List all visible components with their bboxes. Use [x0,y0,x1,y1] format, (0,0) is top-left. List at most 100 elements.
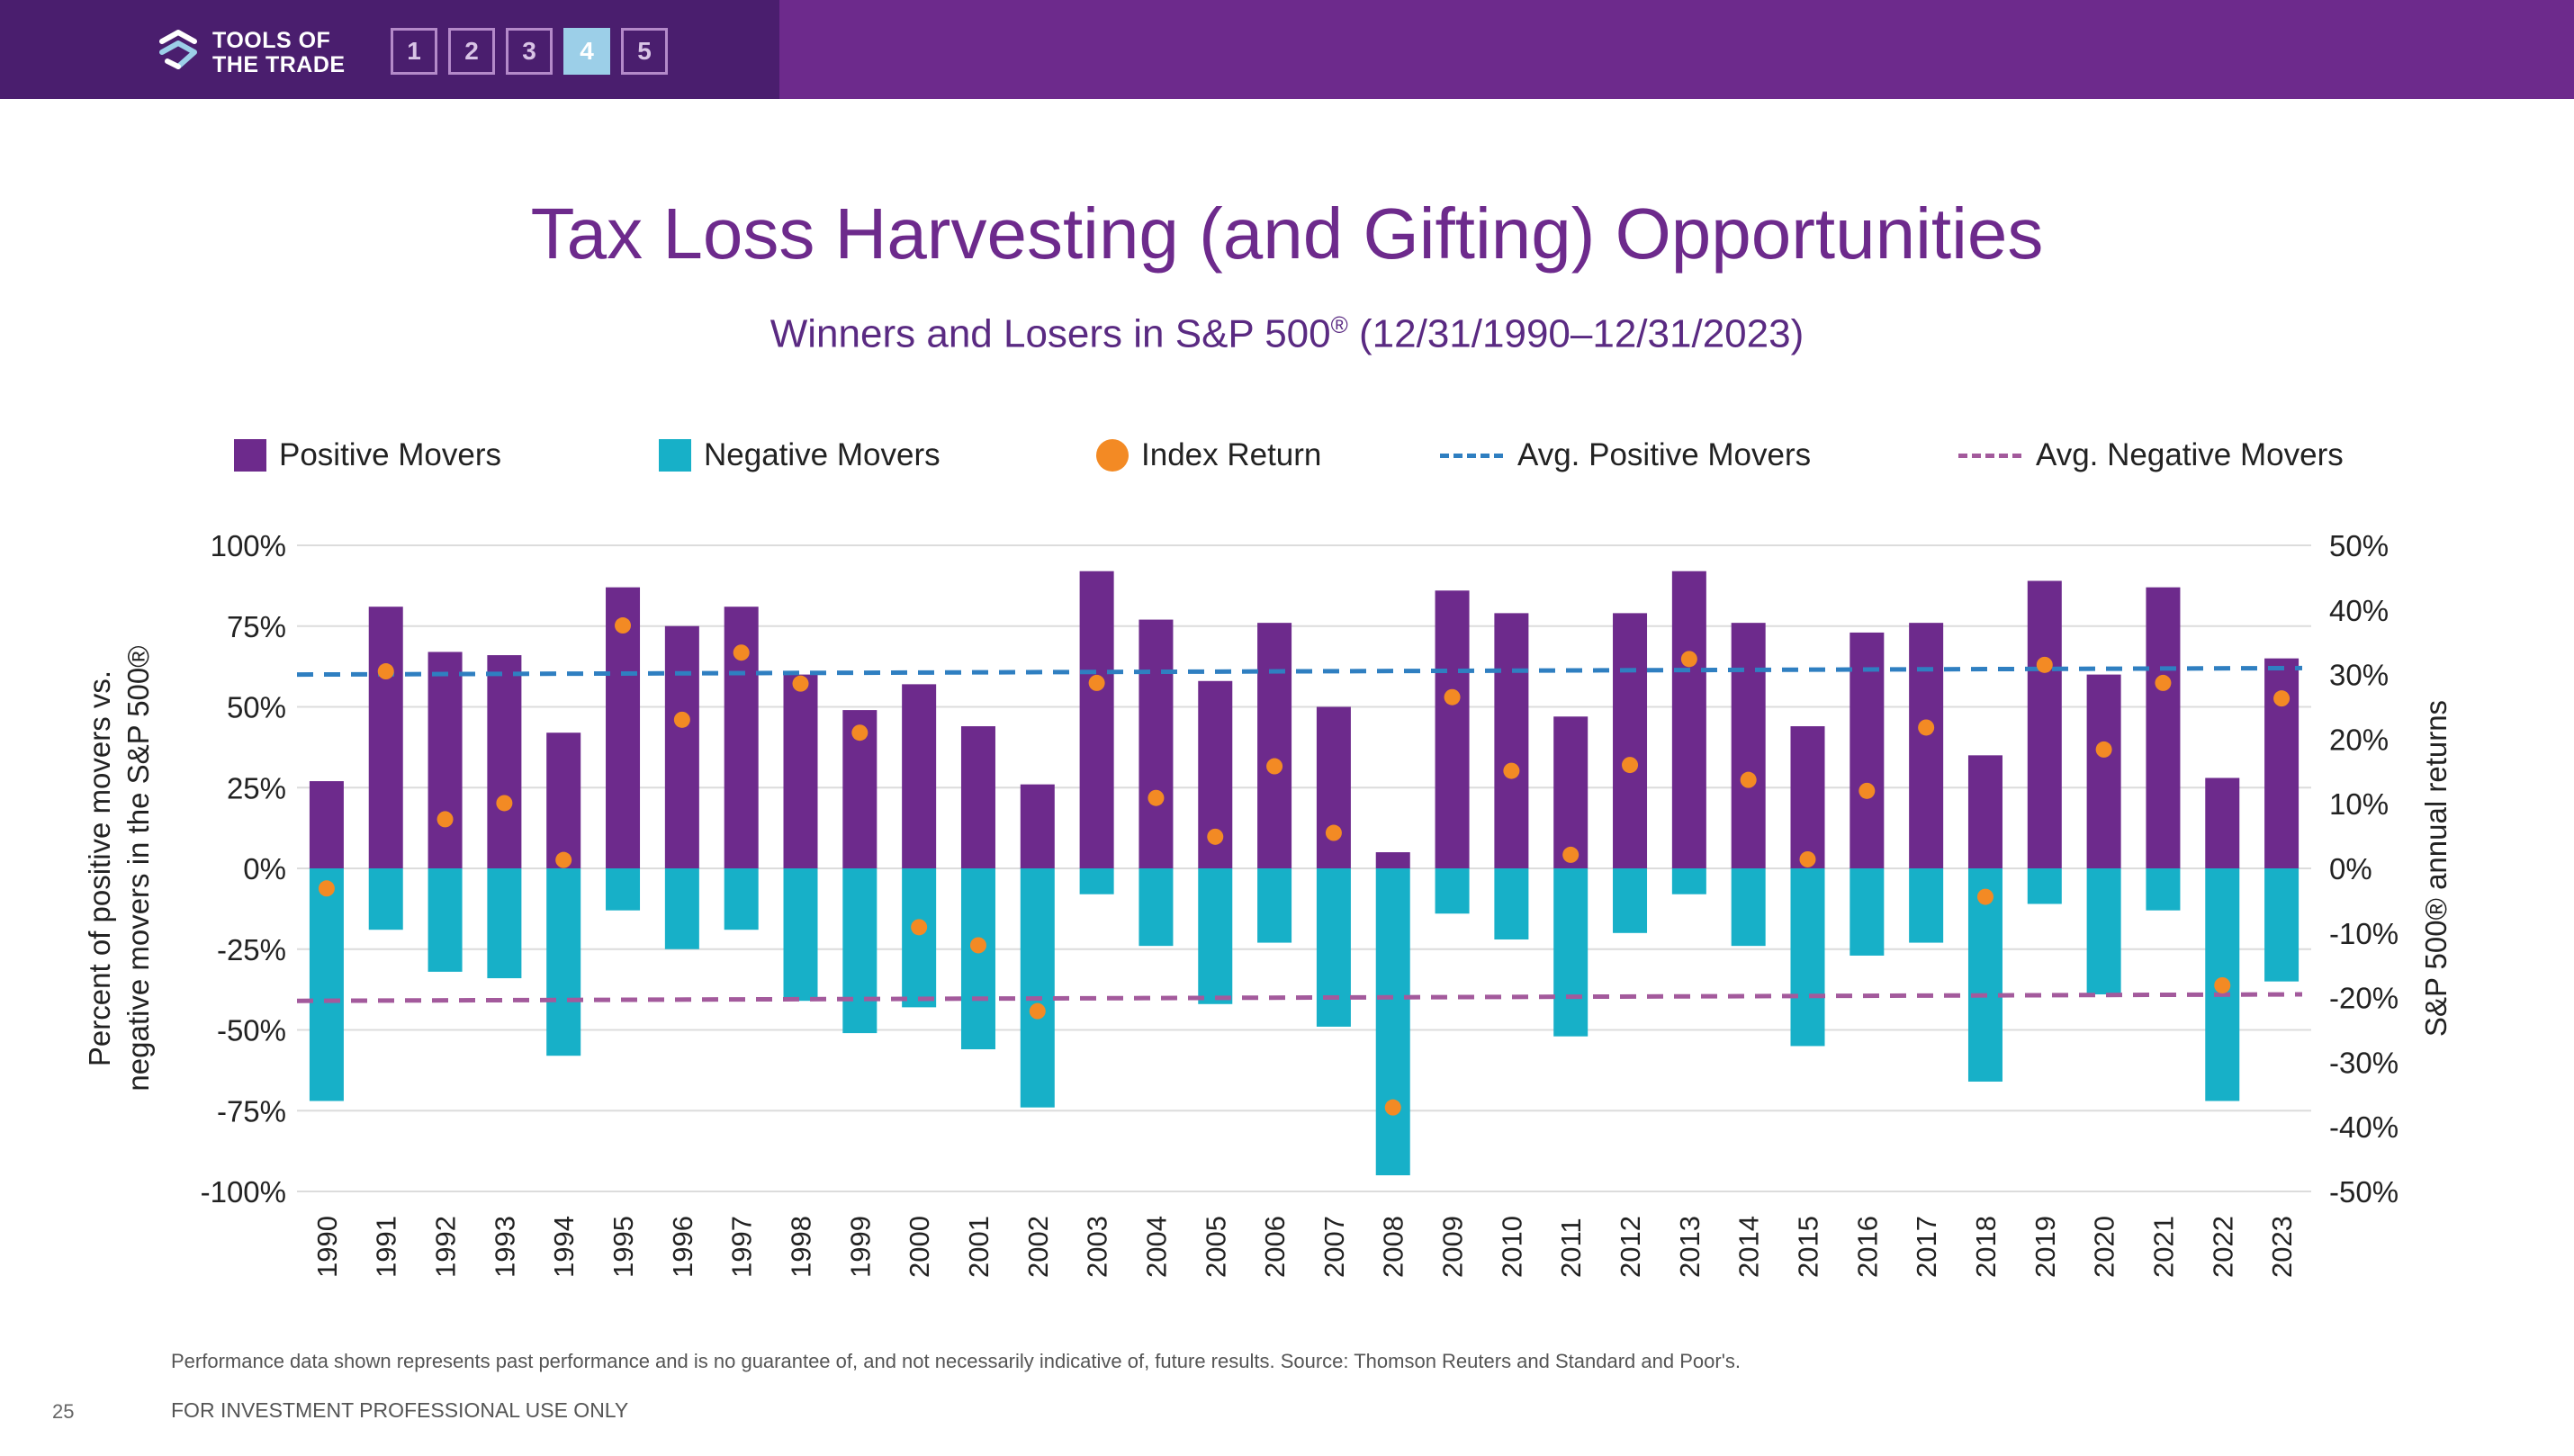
bar-negative [1731,868,1766,947]
index-return-point [2095,741,2112,758]
logo-text: TOOLS OF THE TRADE [212,29,346,77]
bar-positive [2027,580,2062,868]
index-return-point [615,617,632,634]
legend-avg-negative-label: Avg. Negative Movers [2036,437,2344,472]
bar-positive [1257,623,1292,868]
y-tick-label: -100% [201,1175,286,1209]
x-tick-label: 1992 [430,1216,462,1278]
nav-item-1[interactable]: 1 [391,28,437,75]
bar-positive [1079,571,1114,868]
legend-negative-movers: Negative Movers [659,437,940,473]
x-tick-label: 2005 [1200,1216,1231,1278]
x-tick-label: 2004 [1140,1216,1172,1278]
legend-avg-negative: Avg. Negative Movers [1958,437,2344,473]
y-tick-label: -50% [217,1014,286,1047]
bar-positive [1790,726,1825,868]
y2-tick-label: 10% [2329,787,2389,821]
index-return-point [496,795,513,812]
index-return-point [318,880,335,897]
bar-positive [428,652,463,868]
bar-positive [1316,706,1351,868]
bar-negative [1553,868,1588,1037]
legend-avg-positive-label: Avg. Positive Movers [1517,437,1812,472]
subtitle-date-range: (12/31/1990–12/31/2023) [1347,311,1804,356]
bar-negative [1494,868,1529,939]
x-tick-label: 2023 [2266,1216,2298,1278]
x-tick-label: 2022 [2207,1216,2238,1278]
avg-positive-line [296,665,2303,678]
y-tick-label: -75% [217,1094,286,1128]
x-tick-label: 1994 [548,1216,580,1278]
index-return-point [911,919,928,936]
x-tick-label: 1999 [844,1216,876,1278]
x-tick-label: 2000 [904,1216,935,1278]
x-tick-label: 2014 [1733,1216,1765,1278]
bar-negative [1850,868,1885,956]
avg-positive-dash [1440,453,1503,458]
y-tick-label: -25% [217,933,286,966]
bar-positive [1375,852,1410,868]
x-tick-label: 2003 [1082,1216,1113,1278]
bar-positive [1020,784,1055,868]
nav-item-5[interactable]: 5 [621,28,668,75]
y2-tick-label: -30% [2329,1046,2398,1079]
bar-positive [902,684,937,868]
x-tick-label: 1995 [608,1216,639,1278]
bar-negative [606,868,641,911]
index-return-point [2273,690,2290,707]
index-dot-swatch [1096,439,1129,472]
index-return-point [1918,719,1935,736]
nav-item-4[interactable]: 4 [563,28,610,75]
x-tick-label: 2013 [1674,1216,1706,1278]
bar-positive [1553,716,1588,868]
registered-mark: ® [1330,311,1348,338]
x-tick-label: 2009 [1437,1216,1469,1278]
index-return-point [2036,656,2053,673]
y2-tick-label: 20% [2329,723,2389,756]
footer-disclaimer: FOR INVESTMENT PROFESSIONAL USE ONLY [171,1398,629,1422]
bar-positive [2205,777,2240,868]
bar-negative [1375,868,1410,1176]
bar-positive [487,655,522,868]
y2-tick-label: 0% [2329,852,2372,885]
nav-item-3[interactable]: 3 [506,28,553,75]
bar-negative [724,868,759,930]
bar-positive [960,726,995,868]
bar-negative [368,868,403,930]
avg-negative-dash [1958,453,2021,458]
x-tick-label: 1998 [786,1216,817,1278]
x-tick-label: 2012 [1615,1216,1646,1278]
subtitle-text: Winners and Losers in S&P 500 [770,311,1331,356]
bar-negative [1138,868,1174,947]
bar-positive [2146,587,2181,868]
bar-negative [1198,868,1233,1004]
x-tick-label: 1991 [371,1216,402,1278]
bar-positive [606,587,641,868]
index-return-point [1680,651,1697,668]
x-tick-label: 2010 [1496,1216,1527,1278]
brand-bar: TOOLS OF THE TRADE 1 2 3 4 5 [0,0,779,99]
page-number: 25 [52,1400,75,1423]
x-tick-label: 2021 [2147,1216,2179,1278]
bar-negative [960,868,995,1050]
bar-positive [1967,755,2002,868]
bar-positive [1138,619,1174,868]
bar-negative [546,868,581,1056]
index-return-point [1444,688,1461,706]
x-tick-label: 2020 [2089,1216,2120,1278]
bar-negative [842,868,878,1034]
y2-tick-label: 40% [2329,594,2389,627]
x-tick-label: 2017 [1911,1216,1942,1278]
index-return-point [1088,674,1105,691]
bar-positive [1731,623,1766,868]
index-return-point [673,711,690,728]
movers-chart: 100% 75% 50% 25% 0% -25% -50% -75% -100% 50% 40% 30… [83,529,2452,1278]
bar-positive [783,674,818,868]
chart-legend: Positive Movers Negative Movers Index Re… [0,437,2574,482]
x-tick-label: 2011 [1555,1218,1587,1278]
index-return-point [1384,1099,1401,1116]
y-axis-title-line-2: negative movers in the S&P 500® [122,645,155,1091]
x-tick-label: 2018 [1970,1216,2002,1278]
legend-negative-label: Negative Movers [704,437,940,472]
nav-item-2[interactable]: 2 [448,28,495,75]
